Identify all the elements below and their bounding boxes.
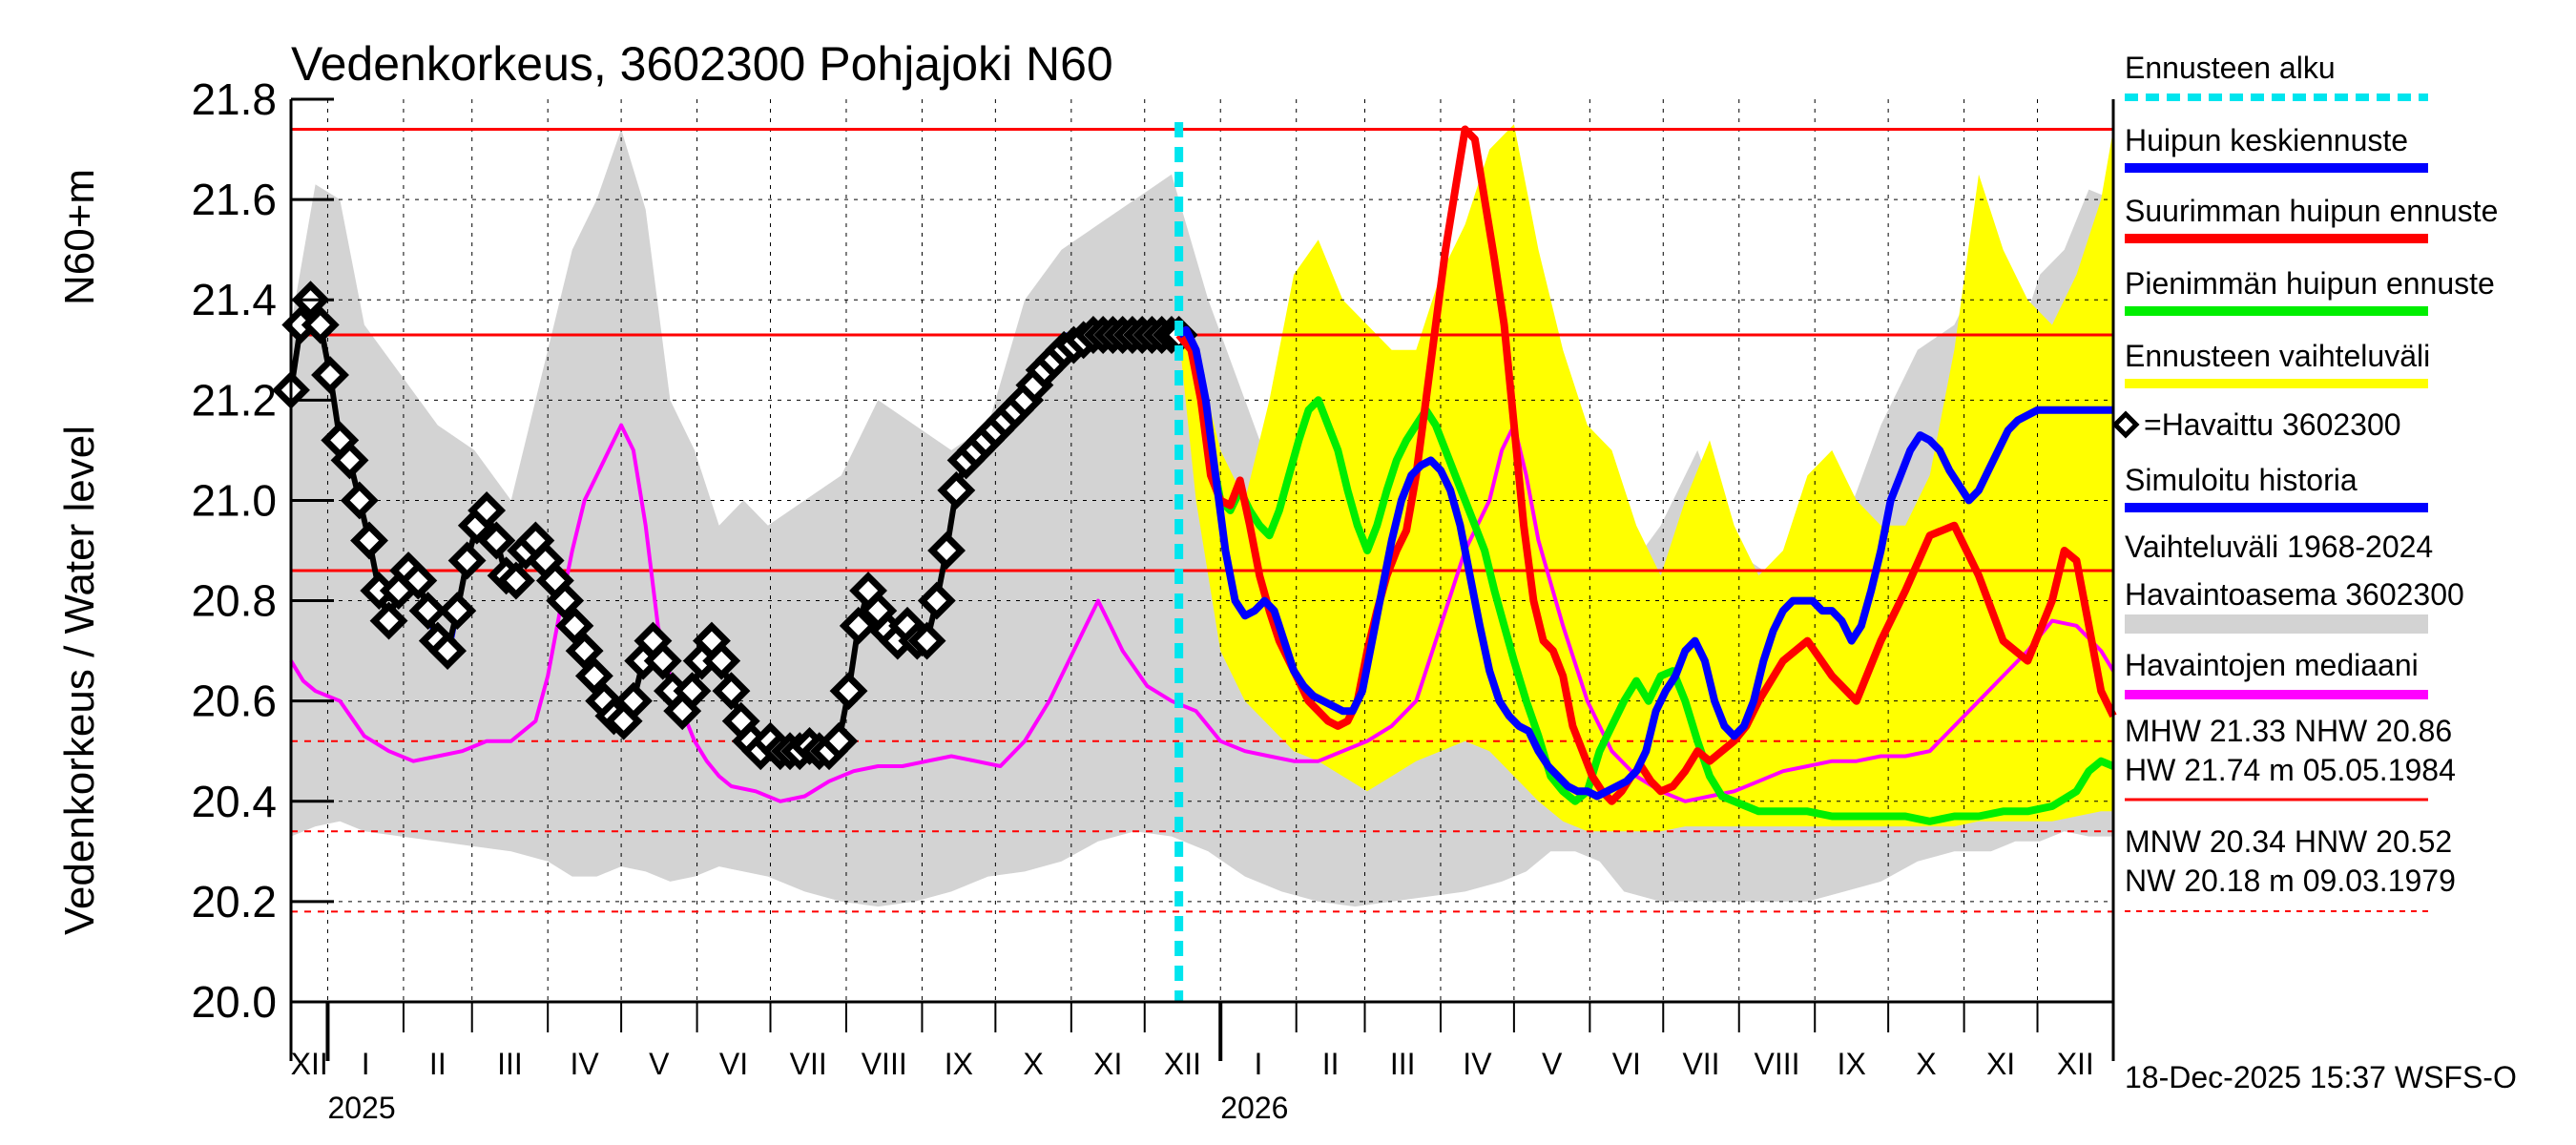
month-label: XII <box>1164 1047 1201 1081</box>
observed-point <box>369 601 408 640</box>
stats-line-2: HW 21.74 m 05.05.1984 <box>2125 753 2456 787</box>
observed-point <box>673 672 712 711</box>
series-pienimm-n-huipun-ennuste <box>1177 331 2115 825</box>
legend-label: Vaihteluväli 1968-2024 <box>2125 530 2433 564</box>
series-huipun-keskiennuste <box>1176 325 2113 801</box>
series-havaintojen-mediaani <box>289 423 2115 803</box>
observed-point <box>546 581 585 620</box>
y-tick-label: 21.2 <box>191 375 277 425</box>
month-label: V <box>649 1047 670 1081</box>
observed-point <box>428 632 467 671</box>
month-label: IX <box>945 1047 973 1081</box>
observed-point <box>447 541 487 580</box>
y-tick-label: 21.8 <box>191 74 277 124</box>
stats-line-3: MNW 20.34 HNW 20.52 <box>2125 824 2452 859</box>
y-axis-unit-label: N60+m <box>56 169 103 305</box>
observed-point <box>467 491 507 530</box>
observed-point <box>408 592 447 631</box>
stats-line-1: MHW 21.33 NHW 20.86 <box>2125 714 2452 748</box>
legend-label: =Havaittu 3602300 <box>2144 407 2401 442</box>
year-label: 2026 <box>1220 1091 1288 1125</box>
legend-label: Simuloitu historia <box>2125 463 2358 497</box>
observed-point <box>927 531 966 570</box>
legend-label: Pienimmän huipun ennuste <box>2125 266 2495 301</box>
month-label: IV <box>571 1047 600 1081</box>
month-label: VIII <box>862 1047 907 1081</box>
legend: Ennusteen alku Huipun keskiennuste Suurimm… <box>2111 51 2498 699</box>
footer-timestamp: 18-Dec-2025 15:37 WSFS-O <box>2125 1060 2517 1094</box>
month-label: I <box>1255 1047 1263 1081</box>
forecast-range-band <box>1178 124 2113 832</box>
observed-point <box>643 641 682 680</box>
legend-label: Huipun keskiennuste <box>2125 123 2408 157</box>
month-label: VII <box>1682 1047 1719 1081</box>
observed-point <box>907 621 946 660</box>
axes-group: 20.0 20.2 20.4 20.6 20.8 21.0 21.2 21.4 21.6 21.8… <box>191 74 2115 1125</box>
observed-point <box>574 656 613 696</box>
month-label: XII <box>291 1047 328 1081</box>
month-label: VIII <box>1754 1047 1799 1081</box>
y-tick-label: 21.6 <box>191 175 277 224</box>
observed-point <box>820 721 859 760</box>
series-group <box>272 122 2117 1002</box>
month-label: VI <box>1612 1047 1641 1081</box>
observed-point <box>565 632 604 671</box>
month-label: IV <box>1463 1047 1492 1081</box>
observed-point <box>613 681 653 720</box>
month-label: VII <box>790 1047 827 1081</box>
month-label: XI <box>1093 1047 1122 1081</box>
bands-group <box>291 124 2113 907</box>
chart-title: Vedenkorkeus, 3602300 Pohjajoki N60 <box>291 37 1113 91</box>
legend-label: Ennusteen vaihteluväli <box>2125 339 2430 373</box>
legend-label: Havaintojen mediaani <box>2125 648 2419 682</box>
month-label: X <box>1023 1047 1043 1081</box>
y-tick-label: 20.4 <box>191 777 277 826</box>
reference-lines-group <box>291 128 2113 913</box>
observed-point <box>477 521 516 560</box>
legend-label: Suurimman huipun ennuste <box>2125 194 2498 228</box>
y-axis-label: Vedenkorkeus / Water level <box>56 426 103 935</box>
observed-point <box>340 481 379 520</box>
observed-point <box>311 356 349 395</box>
month-label: I <box>362 1047 370 1081</box>
observed-point <box>301 305 340 344</box>
month-label: IX <box>1838 1047 1866 1081</box>
y-tick-label: 20.0 <box>191 977 277 1027</box>
observed-point <box>350 521 388 560</box>
month-label: V <box>1542 1047 1563 1081</box>
month-label: VI <box>719 1047 748 1081</box>
observed-point <box>702 641 741 680</box>
stats-line-4: NW 20.18 m 09.03.1979 <box>2125 864 2456 898</box>
observed-point <box>917 581 956 620</box>
legend-label: Havaintoasema 3602300 <box>2125 577 2464 612</box>
observed-point <box>937 470 976 510</box>
month-label: XI <box>1986 1047 2015 1081</box>
year-label: 2025 <box>327 1091 395 1125</box>
observed-point <box>555 606 594 645</box>
month-label: III <box>497 1047 523 1081</box>
observed-point <box>829 672 868 711</box>
legend-swatch-diamond <box>2111 410 2140 439</box>
legend-label: Ennusteen alku <box>2125 51 2336 85</box>
observed-point <box>330 441 369 480</box>
y-tick-label: 20.8 <box>191 576 277 626</box>
y-tick-label: 20.2 <box>191 877 277 926</box>
observed-point <box>496 561 535 600</box>
month-label: III <box>1390 1047 1416 1081</box>
y-tick-label: 21.0 <box>191 475 277 525</box>
month-label: X <box>1916 1047 1936 1081</box>
observed-point <box>399 561 438 600</box>
month-label: XII <box>2057 1047 2094 1081</box>
month-label: II <box>1322 1047 1340 1081</box>
y-tick-label: 20.6 <box>191 677 277 726</box>
month-label: II <box>429 1047 447 1081</box>
observed-point <box>712 672 751 711</box>
observed-point <box>438 592 477 631</box>
observed-point <box>839 606 878 645</box>
y-tick-label: 21.4 <box>191 275 277 324</box>
